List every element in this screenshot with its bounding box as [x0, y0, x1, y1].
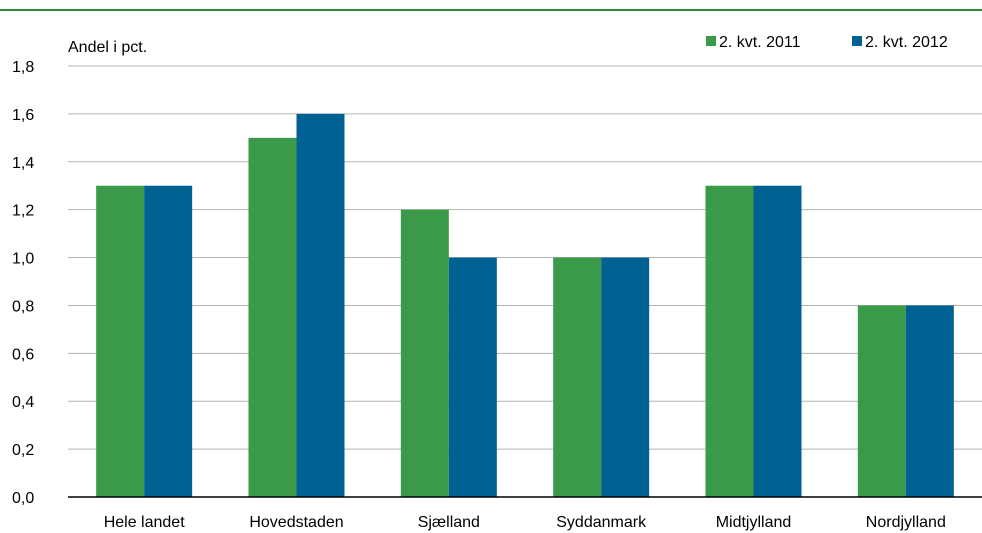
y-tick-label: 1,2	[12, 203, 34, 220]
bar	[857, 305, 906, 497]
bar	[753, 185, 802, 497]
y-axis-label: Andel i pct.	[68, 39, 147, 56]
x-category-label: Sjælland	[418, 514, 480, 531]
y-tick-label: 1,0	[12, 251, 34, 268]
bars	[96, 113, 954, 498]
bar	[248, 137, 297, 498]
bar	[96, 185, 145, 497]
y-tick-label: 1,8	[12, 59, 34, 76]
legend-label: 2. kvt. 2011	[719, 34, 801, 51]
bar	[296, 113, 345, 497]
x-category-label: Midtjylland	[716, 514, 792, 531]
y-tick-label: 0,0	[12, 490, 34, 507]
y-tick-label: 0,2	[12, 442, 34, 459]
y-tick-label: 1,6	[12, 107, 34, 124]
bar	[601, 257, 650, 497]
legend-swatch	[706, 36, 716, 46]
x-category-label: Syddanmark	[556, 514, 647, 531]
legend-swatch	[852, 36, 862, 46]
x-category-labels: Hele landet Hovedstaden Sjælland Syddanmark…	[104, 514, 946, 531]
bar	[905, 305, 954, 497]
bar	[553, 257, 602, 497]
y-tick-label: 0,8	[12, 298, 34, 315]
gridlines	[68, 65, 982, 450]
x-category-label: Hovedstaden	[249, 514, 343, 531]
y-tick-label: 1,4	[12, 155, 34, 172]
x-category-label: Hele landet	[104, 514, 186, 531]
y-tick-labels: 0,0 0,2 0,4 0,6 0,8 1,0 1,2 1,4 1,6 1,8	[12, 59, 34, 507]
bar	[144, 185, 193, 497]
bar	[448, 257, 497, 497]
y-tick-label: 0,4	[12, 394, 34, 411]
y-tick-label: 0,6	[12, 346, 34, 363]
legend: 2. kvt. 2011 2. kvt. 2012	[706, 34, 948, 51]
x-category-label: Nordjylland	[866, 514, 946, 531]
bar	[400, 209, 449, 497]
bar	[705, 185, 754, 497]
legend-label: 2. kvt. 2012	[865, 34, 948, 51]
